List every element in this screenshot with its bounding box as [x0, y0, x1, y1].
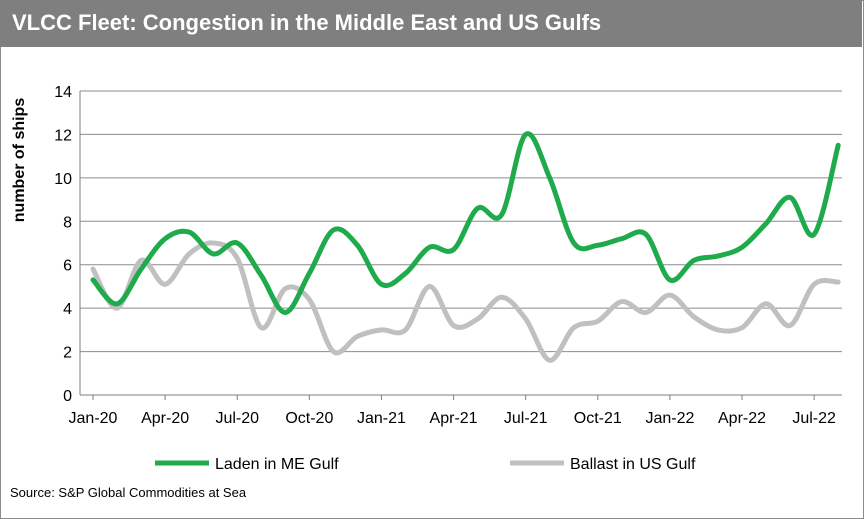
x-tick-label: Jan-20: [69, 410, 118, 427]
x-tick-label: Oct-21: [574, 410, 622, 427]
axes: [79, 91, 842, 400]
x-tick-label: Jan-21: [357, 410, 406, 427]
x-tick-label: Apr-20: [141, 410, 189, 427]
legend: Laden in ME Gulf Ballast in US Gulf: [155, 456, 696, 473]
y-tick-label: 10: [54, 171, 72, 188]
x-tick-label: Oct-20: [285, 410, 333, 427]
y-tick-label: 4: [63, 301, 72, 318]
series-line-ballast: [90, 240, 841, 363]
y-tick-label: 8: [63, 214, 72, 231]
series-lines: [90, 131, 841, 363]
y-tick-label: 2: [63, 345, 72, 362]
x-tick-label: Apr-21: [430, 410, 478, 427]
x-tick-label: Jul-22: [792, 410, 836, 427]
title-bar: VLCC Fleet: Congestion in the Middle Eas…: [0, 0, 862, 47]
y-tick-labels: 0 2 4 6 8 10 12 14: [54, 84, 72, 405]
x-tick-labels: Jan-20 Apr-20 Jul-20 Oct-20 Jan-21 Apr-21 Jul-…: [69, 410, 836, 427]
legend-label: Ballast in US Gulf: [570, 456, 696, 473]
x-tick-label: Jul-21: [504, 410, 548, 427]
x-tick-label: Jul-20: [215, 410, 259, 427]
y-tick-label: 0: [63, 388, 72, 405]
x-tick-label: Apr-22: [718, 410, 766, 427]
x-tick-label: Jan-22: [645, 410, 694, 427]
y-tick-label: 12: [54, 127, 72, 144]
y-axis-label: number of ships: [11, 98, 28, 223]
series-line-laden: [90, 131, 841, 315]
chart-title: VLCC Fleet: Congestion in the Middle Eas…: [12, 10, 602, 35]
source-note: Source: S&P Global Commodities at Sea: [10, 485, 247, 500]
legend-label: Laden in ME Gulf: [215, 456, 339, 473]
y-tick-label: 14: [54, 84, 72, 101]
grid-lines: [80, 90, 842, 353]
y-tick-label: 6: [63, 258, 72, 275]
